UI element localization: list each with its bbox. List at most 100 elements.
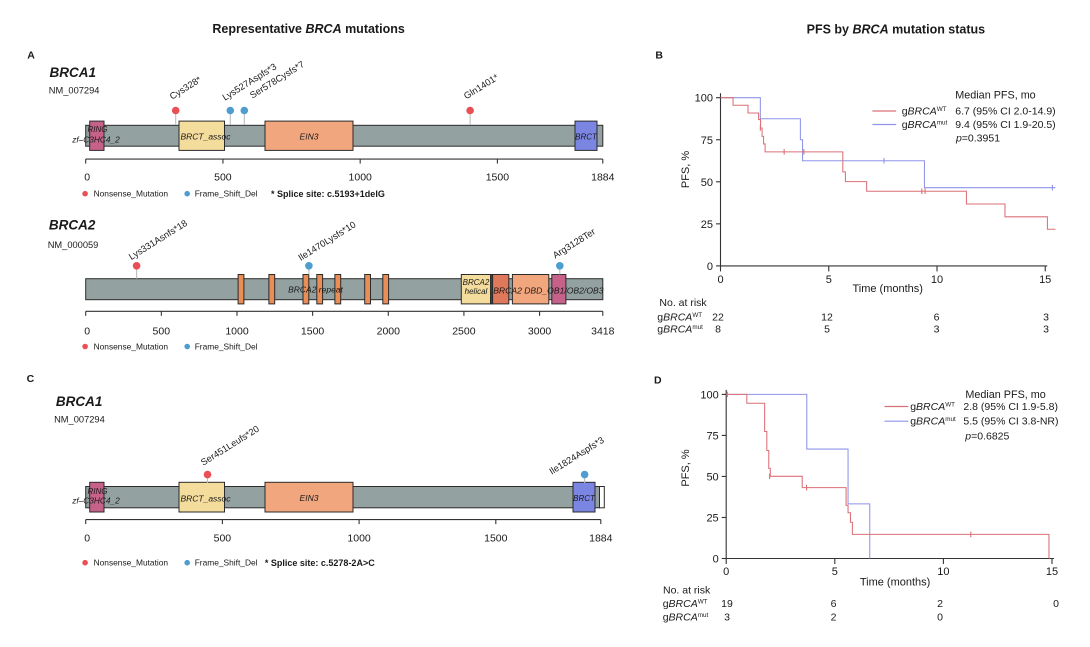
svg-text:3: 3 bbox=[724, 612, 730, 624]
svg-text:12: 12 bbox=[821, 311, 833, 323]
svg-text:PFS, %: PFS, % bbox=[680, 449, 692, 487]
svg-text:B: B bbox=[655, 50, 663, 62]
svg-text:BRCA1: BRCA1 bbox=[56, 394, 103, 409]
svg-text:1500: 1500 bbox=[301, 326, 325, 338]
svg-text:0: 0 bbox=[713, 554, 719, 566]
svg-text:15: 15 bbox=[1039, 274, 1051, 286]
svg-text:25: 25 bbox=[706, 513, 718, 525]
svg-text:No. at risk: No. at risk bbox=[663, 585, 711, 597]
svg-text:BRCA2 DBD_OB1/OB2/OB3: BRCA2 DBD_OB1/OB2/OB3 bbox=[493, 286, 604, 296]
svg-text:gBRCAWT: gBRCAWT bbox=[663, 598, 708, 610]
svg-text:3: 3 bbox=[1043, 324, 1049, 336]
svg-text:p=0.3951: p=0.3951 bbox=[955, 133, 1000, 145]
svg-text:2.8 (95% CI 1.9-5.8): 2.8 (95% CI 1.9-5.8) bbox=[963, 401, 1058, 413]
svg-text:gBRCAmut: gBRCAmut bbox=[663, 612, 709, 624]
svg-text:1500: 1500 bbox=[486, 171, 510, 183]
svg-text:6: 6 bbox=[934, 311, 940, 323]
svg-text:25: 25 bbox=[701, 219, 713, 231]
svg-text:Frame_Shift_Del: Frame_Shift_Del bbox=[195, 342, 258, 352]
svg-text:A: A bbox=[27, 50, 35, 62]
svg-text:0: 0 bbox=[723, 566, 729, 578]
svg-text:100: 100 bbox=[695, 93, 713, 105]
svg-text:5: 5 bbox=[832, 566, 838, 578]
svg-text:Representative BRCA mutations: Representative BRCA mutations bbox=[212, 22, 404, 36]
svg-text:BRCT_assoc: BRCT_assoc bbox=[180, 493, 231, 503]
svg-text:zf–C3HC4_2: zf–C3HC4_2 bbox=[71, 135, 120, 145]
svg-text:8: 8 bbox=[715, 324, 721, 336]
svg-text:* Splice site: c.5278-2A>C: * Splice site: c.5278-2A>C bbox=[265, 558, 375, 568]
svg-text:500: 500 bbox=[214, 171, 232, 183]
svg-text:10: 10 bbox=[931, 274, 943, 286]
svg-text:0: 0 bbox=[717, 274, 723, 286]
svg-text:0: 0 bbox=[1053, 598, 1059, 610]
svg-text:BRCA2: BRCA2 bbox=[463, 278, 490, 287]
svg-text:500: 500 bbox=[214, 533, 232, 545]
svg-text:Median PFS, mo: Median PFS, mo bbox=[955, 90, 1035, 102]
svg-text:p=0.6825: p=0.6825 bbox=[964, 431, 1009, 443]
svg-text:BRCT: BRCT bbox=[575, 132, 598, 141]
svg-text:C: C bbox=[27, 373, 35, 385]
svg-text:5: 5 bbox=[824, 324, 830, 336]
svg-text:Time (months): Time (months) bbox=[860, 576, 931, 588]
svg-text:6.7 (95% CI 2.0-14.9): 6.7 (95% CI 2.0-14.9) bbox=[955, 106, 1055, 118]
svg-text:0: 0 bbox=[707, 261, 713, 273]
svg-text:15: 15 bbox=[1046, 566, 1058, 578]
svg-text:PFS, %: PFS, % bbox=[680, 151, 692, 189]
svg-text:NM_000059: NM_000059 bbox=[48, 240, 99, 250]
svg-text:Nonsense_Mutation: Nonsense_Mutation bbox=[94, 342, 169, 352]
svg-text:gBRCAmut: gBRCAmut bbox=[902, 119, 948, 131]
svg-text:2: 2 bbox=[831, 612, 837, 624]
svg-text:1884: 1884 bbox=[591, 171, 615, 183]
svg-text:Frame_Shift_Del: Frame_Shift_Del bbox=[195, 558, 258, 568]
svg-text:50: 50 bbox=[701, 177, 713, 189]
svg-text:3: 3 bbox=[1043, 311, 1049, 323]
svg-text:Median PFS, mo: Median PFS, mo bbox=[965, 389, 1045, 401]
svg-text:gBRCAWT: gBRCAWT bbox=[657, 311, 702, 323]
svg-text:Time (months): Time (months) bbox=[852, 283, 923, 295]
svg-text:BRCT_assoc: BRCT_assoc bbox=[180, 132, 231, 142]
svg-text:gBRCAWT: gBRCAWT bbox=[902, 106, 947, 118]
svg-text:50: 50 bbox=[706, 471, 718, 483]
svg-text:75: 75 bbox=[701, 135, 713, 147]
svg-text:1500: 1500 bbox=[484, 533, 508, 545]
svg-text:D: D bbox=[654, 375, 662, 387]
svg-text:0: 0 bbox=[84, 533, 90, 545]
svg-text:No. at risk: No. at risk bbox=[659, 297, 707, 309]
svg-text:10: 10 bbox=[937, 566, 949, 578]
svg-text:5.5 (95% CI 3.8-NR): 5.5 (95% CI 3.8-NR) bbox=[963, 416, 1058, 428]
svg-text:NM_007294: NM_007294 bbox=[54, 414, 105, 424]
svg-text:gBRCAmut: gBRCAmut bbox=[657, 324, 703, 336]
svg-text:NM_007294: NM_007294 bbox=[49, 86, 100, 96]
svg-text:PFS by BRCA mutation status: PFS by BRCA mutation status bbox=[807, 23, 986, 37]
svg-text:Nonsense_Mutation: Nonsense_Mutation bbox=[94, 189, 169, 199]
svg-text:100: 100 bbox=[700, 389, 718, 401]
svg-text:3418: 3418 bbox=[591, 326, 615, 338]
svg-text:500: 500 bbox=[153, 326, 171, 338]
svg-text:0: 0 bbox=[84, 171, 90, 183]
svg-text:BRCA2: BRCA2 bbox=[49, 218, 96, 233]
svg-text:1000: 1000 bbox=[347, 533, 371, 545]
svg-text:6: 6 bbox=[831, 598, 837, 610]
svg-text:RING: RING bbox=[88, 125, 108, 134]
svg-text:zf–C3HC4_2: zf–C3HC4_2 bbox=[71, 495, 120, 505]
svg-text:2: 2 bbox=[937, 598, 943, 610]
svg-text:75: 75 bbox=[706, 430, 718, 442]
svg-text:Frame_Shift_Del: Frame_Shift_Del bbox=[195, 189, 258, 199]
svg-text:0: 0 bbox=[937, 612, 943, 624]
svg-text:gBRCAWT: gBRCAWT bbox=[910, 401, 955, 413]
svg-text:* Splice site: c.5193+1delG: * Splice site: c.5193+1delG bbox=[271, 189, 385, 199]
svg-text:22: 22 bbox=[712, 311, 724, 323]
svg-text:BRCT: BRCT bbox=[573, 494, 596, 503]
svg-text:3000: 3000 bbox=[528, 326, 552, 338]
svg-text:Nonsense_Mutation: Nonsense_Mutation bbox=[94, 558, 169, 568]
svg-text:gBRCAmut: gBRCAmut bbox=[910, 416, 956, 428]
svg-text:1000: 1000 bbox=[349, 171, 373, 183]
svg-text:2500: 2500 bbox=[452, 326, 476, 338]
svg-text:19: 19 bbox=[721, 598, 733, 610]
svg-text:BRCA1: BRCA1 bbox=[50, 65, 97, 80]
svg-text:0: 0 bbox=[84, 326, 90, 338]
svg-text:BRCA2 repeat: BRCA2 repeat bbox=[288, 285, 343, 295]
svg-text:2000: 2000 bbox=[377, 326, 401, 338]
svg-text:9.4 (95% CI 1.9-20.5): 9.4 (95% CI 1.9-20.5) bbox=[955, 119, 1055, 131]
svg-text:3: 3 bbox=[934, 324, 940, 336]
